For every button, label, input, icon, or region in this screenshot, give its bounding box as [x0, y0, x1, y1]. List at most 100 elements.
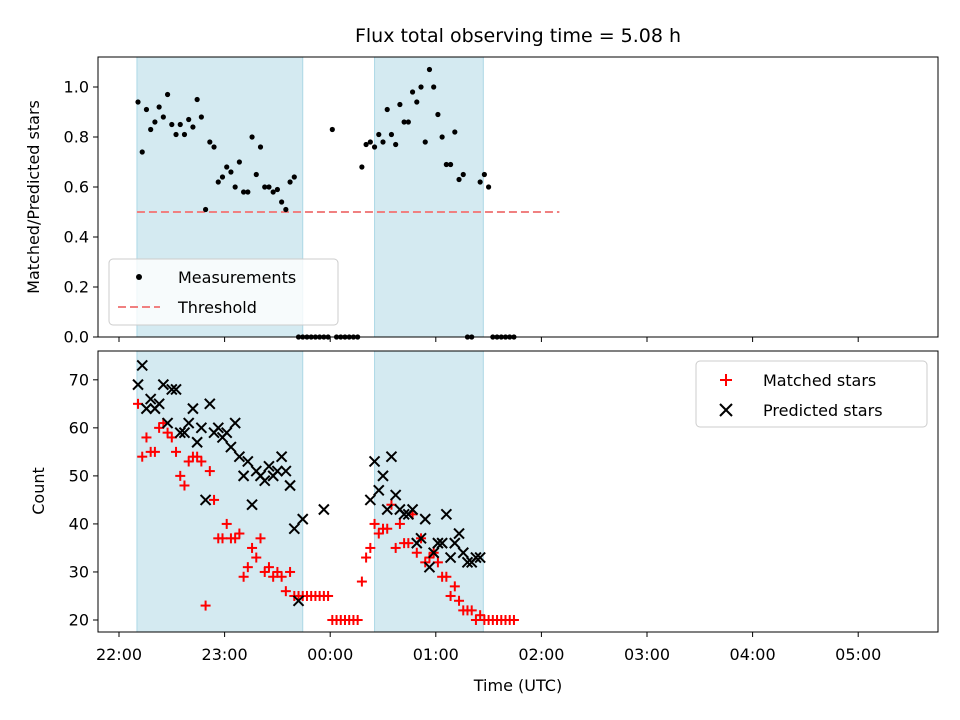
legend-matched-label: Matched stars [763, 371, 876, 390]
ratio-panel: 0.0 0.2 0.4 0.6 0.8 1.0 Matched/Predicted sta… [24, 56, 939, 347]
predicted-point [174, 426, 186, 439]
measurement-point [215, 179, 221, 185]
measurement-point [207, 139, 213, 145]
matched-point [356, 576, 367, 587]
matched-point [179, 480, 190, 491]
matched-point [263, 562, 274, 573]
y-tick-label: 20 [69, 610, 89, 629]
predicted-point [182, 417, 195, 429]
measurement-point [447, 161, 454, 168]
ratio-y-axis-label: Matched/Predicted stars [24, 100, 43, 294]
measurement-point [452, 129, 458, 135]
matched-point [200, 600, 211, 611]
y-tick-label: 60 [69, 418, 89, 437]
predicted-point [364, 494, 377, 506]
predicted-point [140, 402, 153, 415]
measurement-point [173, 131, 179, 138]
predicted-point [275, 450, 288, 463]
measurement-point [456, 176, 462, 183]
matched-point [175, 470, 186, 481]
measurement-point [401, 119, 407, 125]
predicted-point [427, 547, 440, 559]
measurement-point [409, 89, 416, 95]
predicted-point [368, 455, 381, 468]
measurement-point [274, 186, 280, 193]
measurement-point [405, 119, 411, 125]
predicted-point [432, 537, 444, 549]
ratio-legend-box [108, 258, 339, 326]
measurement-point [431, 84, 437, 90]
matched-point [221, 518, 232, 529]
measurement-point [291, 174, 297, 180]
matched-point [369, 518, 380, 529]
matched-point [209, 494, 220, 505]
predicted-point [212, 422, 224, 434]
matched-point [352, 614, 363, 625]
predicted-point [381, 503, 393, 516]
measurement-point [160, 114, 166, 120]
predicted-point [153, 398, 165, 410]
legend-measurements-label: Measurements [178, 268, 296, 287]
predicted-point [132, 378, 144, 391]
counts-panel: 20 30 40 50 60 70 22:00 23:00 00:00 01:00 02:00 03… [29, 350, 939, 695]
counts-y-ticks: 20 30 40 50 60 70 [69, 370, 98, 629]
measurement-point [177, 121, 183, 128]
measurement-point [262, 184, 268, 190]
measurement-point [194, 96, 200, 103]
predicted-point [157, 378, 170, 391]
measurement-point [148, 126, 154, 133]
y-tick-label: 30 [69, 562, 89, 581]
matched-point [382, 523, 393, 534]
x-axis-label: Time (UTC) [473, 676, 562, 695]
ratio-x-ticks [118, 337, 859, 342]
measurement-point [228, 169, 234, 175]
measurement-point [219, 174, 226, 180]
predicted-point [263, 460, 275, 472]
predicted-point [259, 474, 271, 487]
predicted-point [440, 508, 453, 521]
matched-point [411, 547, 422, 558]
predicted-point [288, 523, 301, 535]
predicted-point [474, 551, 486, 564]
predicted-point [166, 383, 178, 396]
matched-point [449, 581, 460, 592]
y-tick-label: 0.0 [64, 328, 89, 347]
measurement-point [329, 126, 335, 133]
predicted-point [242, 455, 254, 468]
predicted-point [453, 527, 465, 540]
measurement-point [418, 84, 424, 90]
predicted-point [144, 393, 157, 405]
y-tick-label: 40 [69, 514, 89, 533]
legend-measurements-marker [136, 274, 142, 280]
matched-point [137, 451, 148, 462]
measurement-point [211, 144, 217, 150]
predicted-point [389, 489, 402, 501]
measurement-point [143, 106, 150, 113]
x-tick-label: 04:00 [730, 645, 776, 664]
predicted-point [373, 484, 385, 497]
predicted-point [292, 595, 305, 607]
matched-point [508, 614, 519, 625]
predicted-stars-series [132, 359, 486, 607]
ratio-legend: Measurements Threshold [108, 258, 339, 326]
chart-title: Flux total observing time = 5.08 h [355, 25, 681, 47]
predicted-point [284, 479, 296, 492]
matched-point [280, 586, 291, 597]
measurement-point [359, 164, 365, 170]
measurement-point [384, 106, 390, 113]
predicted-point [170, 383, 182, 396]
predicted-point [178, 426, 191, 439]
measurement-point [367, 139, 373, 145]
measurement-point [190, 124, 196, 130]
predicted-point [191, 436, 203, 448]
predicted-point [406, 503, 419, 516]
y-tick-label: 50 [69, 466, 89, 485]
measurement-point [397, 101, 403, 108]
measurement-point [139, 149, 145, 155]
legend-predicted-marker [719, 403, 733, 417]
predicted-point [229, 417, 241, 429]
y-tick-label: 0.6 [64, 178, 89, 197]
measurement-point [164, 91, 171, 98]
counts-shaded-interval [136, 350, 304, 633]
